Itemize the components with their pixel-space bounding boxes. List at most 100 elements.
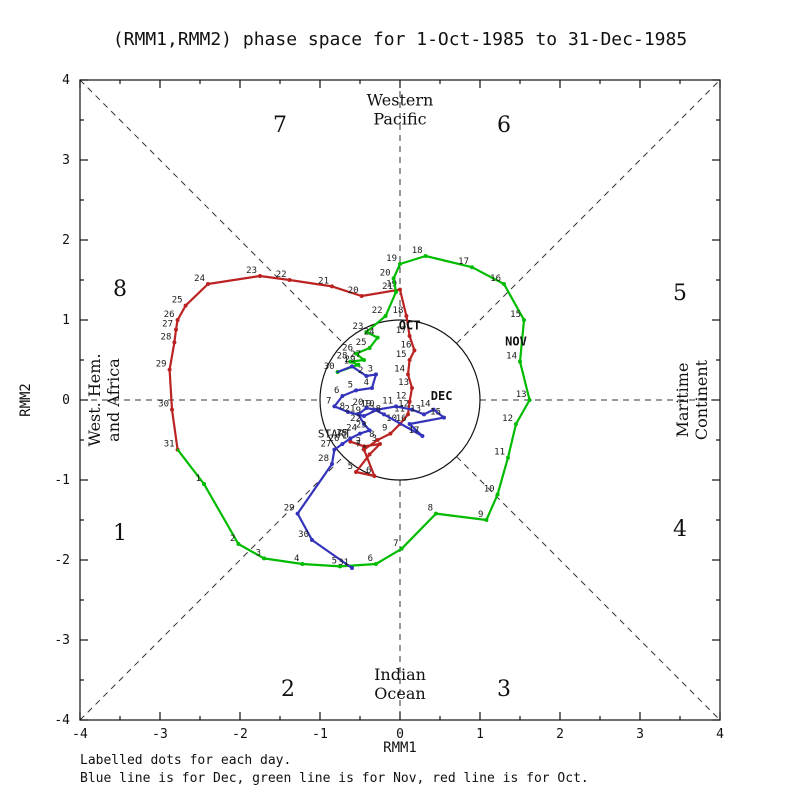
day-label: 27 bbox=[321, 440, 332, 450]
day-dot bbox=[394, 290, 398, 294]
day-dot bbox=[340, 394, 345, 398]
day-dot bbox=[362, 422, 366, 426]
day-label: 4 bbox=[294, 554, 299, 564]
day-label: 18 bbox=[412, 246, 423, 256]
day-dot bbox=[431, 407, 436, 412]
day-dot bbox=[362, 447, 366, 452]
octant-number-6: 6 bbox=[497, 113, 511, 138]
day-label: 8 bbox=[340, 402, 345, 412]
day-label: 14 bbox=[420, 400, 431, 410]
day-label: 23 bbox=[246, 266, 257, 276]
annotations: OCT NOV DEC START bbox=[318, 319, 527, 441]
day-label: 30 bbox=[324, 362, 335, 372]
day-label: 15 bbox=[396, 350, 407, 360]
day-label: 24 bbox=[194, 274, 205, 284]
day-label: 29 bbox=[284, 504, 295, 514]
region-label-maritime-continent: MaritimeContinent bbox=[673, 359, 711, 440]
month-label-oct: OCT bbox=[399, 319, 421, 333]
day-dot bbox=[404, 314, 409, 318]
day-dot bbox=[374, 372, 378, 377]
day-label: 13 bbox=[410, 404, 421, 414]
day-label: 7 bbox=[393, 539, 398, 549]
day-label: 9 bbox=[356, 406, 361, 416]
day-label: 11 bbox=[382, 396, 393, 406]
region-label-indian-ocean: Indian Ocean bbox=[374, 665, 426, 703]
day-dot bbox=[420, 434, 425, 438]
footer-note-dots: Labelled dots for each day. bbox=[80, 753, 291, 768]
day-dot bbox=[514, 422, 518, 426]
x-tick-label: 1 bbox=[476, 727, 484, 742]
y-tick-label: 2 bbox=[62, 233, 70, 248]
day-dot bbox=[170, 407, 174, 412]
day-dot bbox=[310, 538, 314, 542]
chart-title: (RMM1,RMM2) phase space for 1-Oct-1985 t… bbox=[113, 29, 687, 50]
day-label: 8 bbox=[369, 430, 374, 440]
day-label: 19 bbox=[386, 280, 397, 290]
day-dot bbox=[527, 398, 532, 402]
day-label: 28 bbox=[318, 454, 329, 464]
day-dot bbox=[358, 431, 362, 436]
day-label: 25 bbox=[172, 296, 183, 306]
day-label: 10 bbox=[484, 484, 495, 494]
day-dot bbox=[330, 284, 334, 289]
day-dot bbox=[359, 294, 364, 298]
day-dot bbox=[183, 303, 188, 308]
day-dot bbox=[338, 564, 342, 569]
day-label: 28 bbox=[161, 332, 172, 342]
day-label: 17 bbox=[458, 257, 469, 267]
day-label: 6 bbox=[366, 466, 371, 476]
day-dot bbox=[484, 518, 489, 522]
day-dot bbox=[388, 431, 393, 436]
day-dot bbox=[398, 262, 402, 266]
month-label-dec: DEC bbox=[431, 389, 453, 403]
day-label: 17 bbox=[409, 426, 420, 436]
day-label: 28 bbox=[337, 352, 348, 362]
octant-guide-line bbox=[456, 456, 721, 721]
day-dot bbox=[340, 442, 345, 446]
day-dot bbox=[506, 455, 510, 460]
octant-number-3: 3 bbox=[497, 677, 511, 702]
day-label: 12 bbox=[398, 400, 409, 410]
day-label: 2 bbox=[356, 436, 361, 446]
day-dot bbox=[362, 358, 366, 362]
day-dot bbox=[394, 404, 398, 409]
day-dot bbox=[262, 556, 266, 561]
dashed-octant-guides bbox=[79, 79, 721, 721]
day-label: 5 bbox=[348, 380, 353, 390]
day-label: 14 bbox=[506, 352, 517, 362]
region-label-western-pacific: Western Pacific bbox=[367, 91, 434, 129]
day-dot bbox=[423, 254, 428, 258]
y-tick-label: -1 bbox=[54, 473, 70, 488]
day-label: 24 bbox=[346, 424, 357, 434]
day-label: 25 bbox=[337, 428, 348, 438]
day-label: 3 bbox=[372, 434, 377, 444]
day-label: 11 bbox=[394, 404, 405, 414]
day-dot bbox=[399, 546, 404, 551]
day-label: 8 bbox=[428, 504, 433, 514]
day-label: 4 bbox=[364, 378, 369, 388]
day-label: 5 bbox=[332, 556, 337, 566]
region-labels: Western Pacific Indian Ocean West. Hem.and A… bbox=[85, 91, 711, 703]
trajectory-dec: 1234567891011121314151617181920212223242… bbox=[284, 356, 446, 570]
day-dot bbox=[406, 412, 410, 417]
day-dot bbox=[330, 462, 334, 466]
day-label: 9 bbox=[478, 510, 483, 520]
day-label: 29 bbox=[156, 360, 167, 370]
day-dot bbox=[364, 406, 369, 410]
day-label: 16 bbox=[396, 414, 407, 424]
y-tick-label: 4 bbox=[62, 73, 70, 88]
day-label: 1 bbox=[344, 356, 349, 366]
day-dot bbox=[364, 330, 369, 334]
day-label: 26 bbox=[329, 434, 340, 444]
day-label: 6 bbox=[334, 386, 339, 396]
octant-number-8: 8 bbox=[113, 277, 127, 302]
day-label: 22 bbox=[276, 270, 287, 280]
day-dot bbox=[367, 428, 372, 433]
day-label: 19 bbox=[386, 254, 397, 264]
octant-number-1: 1 bbox=[113, 521, 127, 546]
day-dot bbox=[175, 318, 180, 322]
day-label: 24 bbox=[364, 328, 375, 338]
day-label: 7 bbox=[326, 396, 331, 406]
day-label: 20 bbox=[348, 286, 359, 296]
